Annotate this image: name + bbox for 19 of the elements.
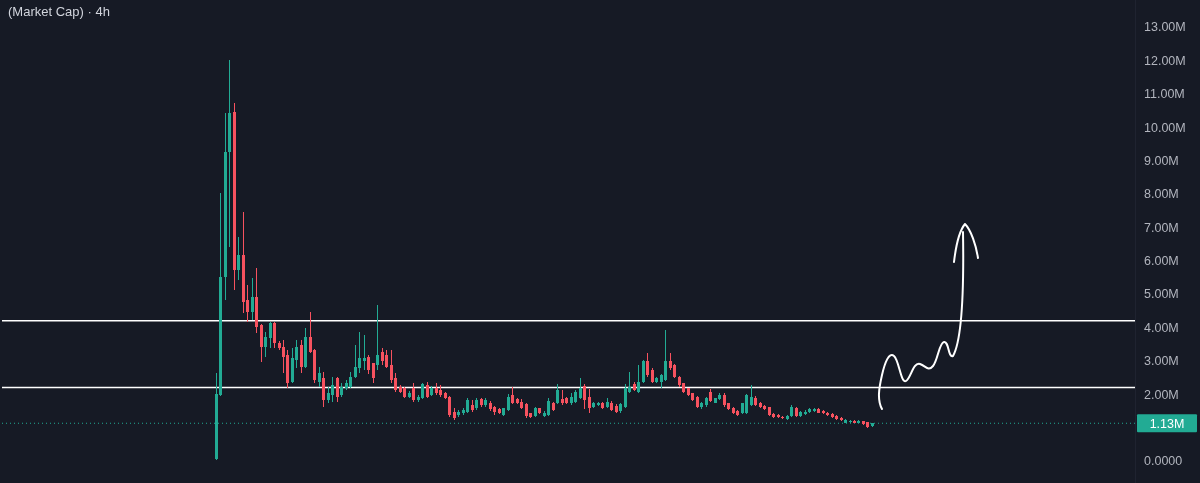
y-tick-label: 10.00M xyxy=(1144,120,1186,135)
y-tick-label: 2.00M xyxy=(1144,387,1179,402)
y-tick-label: 4.00M xyxy=(1144,320,1179,335)
y-tick-label: 0.0000 xyxy=(1144,454,1183,469)
y-tick-label: 13.00M xyxy=(1144,20,1186,35)
candlestick xyxy=(808,407,811,413)
y-tick-label: 11.00M xyxy=(1144,87,1185,102)
y-tick-label: 7.00M xyxy=(1144,220,1179,235)
y-tick-label: 3.00M xyxy=(1144,354,1179,369)
ref-line-label: 1.13M xyxy=(1149,416,1185,431)
y-tick-label: 9.00M xyxy=(1144,153,1179,168)
chart-title: (Market Cap) · 4h xyxy=(8,4,110,19)
y-tick-label: 12.00M xyxy=(1144,53,1186,68)
y-tick-label: 8.00M xyxy=(1144,187,1179,202)
candlestick xyxy=(363,334,366,370)
candlestick xyxy=(831,413,834,418)
y-tick-label: 6.00M xyxy=(1144,254,1179,269)
y-tick-label: 5.00M xyxy=(1144,287,1179,302)
candlestick xyxy=(813,408,816,412)
